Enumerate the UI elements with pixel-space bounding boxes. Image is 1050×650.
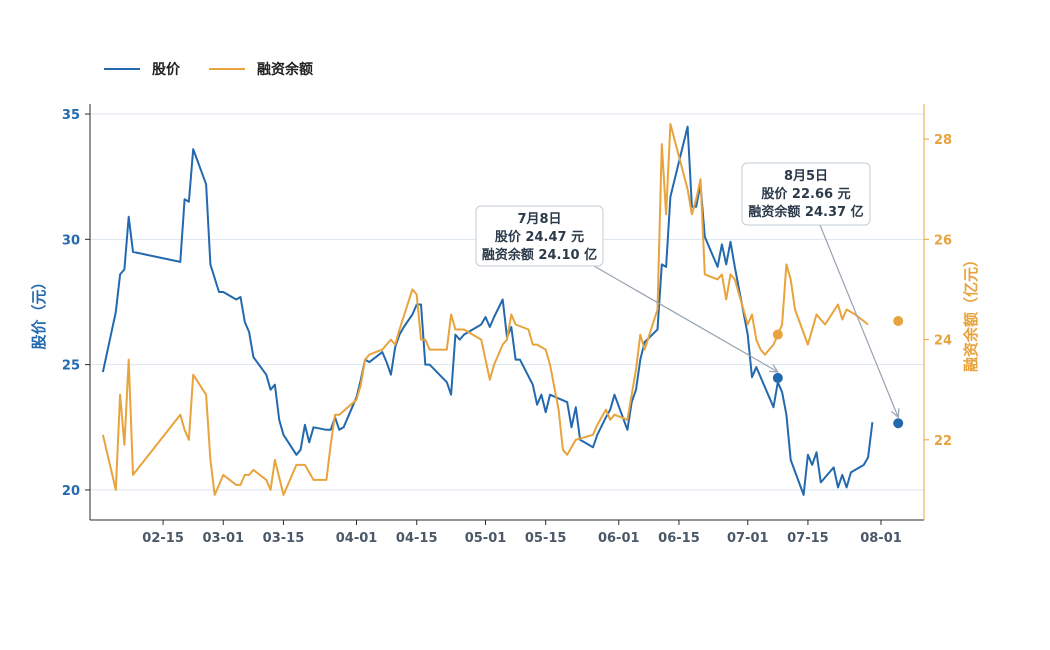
x-tick-label: 06-15 xyxy=(658,531,700,546)
x-tick-label: 06-01 xyxy=(598,531,640,546)
right-tick-label: 28 xyxy=(934,133,952,148)
price-marker xyxy=(772,372,783,383)
right-axis-title: 融资余额（亿元） xyxy=(962,252,980,372)
right-tick-label: 22 xyxy=(934,434,952,449)
x-tick-label: 08-01 xyxy=(860,531,902,546)
price-marker xyxy=(893,418,904,429)
annotation-text: 股价 22.66 元 xyxy=(761,187,850,202)
x-tick-label: 07-15 xyxy=(787,531,829,546)
series-line-股价 xyxy=(101,125,874,496)
annotation-text: 8月5日 xyxy=(784,169,828,184)
x-tick-label: 04-01 xyxy=(336,531,378,546)
annotation-box xyxy=(741,162,871,226)
x-tick-label: 07-01 xyxy=(727,531,769,546)
annotation-text: 融资余额 24.10 亿 xyxy=(482,247,597,263)
left-tick-label: 35 xyxy=(62,108,80,123)
series-line-融资余额 xyxy=(101,123,869,496)
x-tick-label: 05-15 xyxy=(525,531,567,546)
x-tick-label: 04-15 xyxy=(396,531,438,546)
x-tick-label: 03-01 xyxy=(202,531,244,546)
margin-marker xyxy=(893,316,904,327)
right-tick-label: 24 xyxy=(934,334,952,349)
annotation-arrow-head xyxy=(891,408,900,419)
annotation-box xyxy=(475,205,604,267)
annotation-arrow xyxy=(819,224,899,418)
annotation-text: 股价 24.47 元 xyxy=(495,230,584,245)
left-axis-title: 股价（元） xyxy=(30,274,48,349)
annotation-arrow-head xyxy=(768,364,779,373)
legend-label: 股价 xyxy=(152,62,181,78)
axes: 20 25 30 35 22 24 26 28 02-15 03-01 03-15 04-01 04-1… xyxy=(30,104,980,546)
left-tick-label: 20 xyxy=(62,484,80,499)
x-tick-label: 02-15 xyxy=(142,531,184,546)
series-layer xyxy=(101,123,874,496)
x-tick-label: 05-01 xyxy=(465,531,507,546)
x-tick-label: 03-15 xyxy=(263,531,305,546)
left-tick-label: 25 xyxy=(62,359,80,374)
margin-marker xyxy=(772,329,783,340)
legend-label: 融资余额 xyxy=(257,61,313,78)
right-tick-label: 26 xyxy=(934,233,952,248)
annotation-arrow xyxy=(593,265,779,373)
annotation-text: 7月8日 xyxy=(517,212,561,227)
left-tick-label: 30 xyxy=(62,233,80,248)
annotation-text: 融资余额 24.37 亿 xyxy=(748,204,863,220)
legend: 股价 融资余额 xyxy=(104,61,313,78)
